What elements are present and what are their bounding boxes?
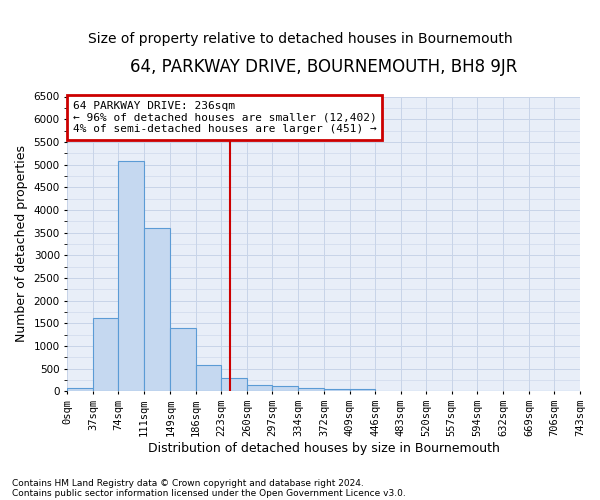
- Bar: [298, 388, 324, 392]
- Bar: [221, 378, 247, 392]
- Bar: [67, 388, 93, 392]
- Bar: [247, 385, 272, 392]
- X-axis label: Distribution of detached houses by size in Bournemouth: Distribution of detached houses by size …: [148, 442, 500, 455]
- Bar: [118, 161, 144, 392]
- Bar: [93, 318, 118, 392]
- Bar: [324, 389, 350, 392]
- Y-axis label: Number of detached properties: Number of detached properties: [15, 146, 28, 342]
- Bar: [196, 364, 221, 392]
- Title: 64, PARKWAY DRIVE, BOURNEMOUTH, BH8 9JR: 64, PARKWAY DRIVE, BOURNEMOUTH, BH8 9JR: [130, 58, 517, 76]
- Bar: [144, 228, 170, 392]
- Text: Contains HM Land Registry data © Crown copyright and database right 2024.: Contains HM Land Registry data © Crown c…: [12, 478, 364, 488]
- Text: Size of property relative to detached houses in Bournemouth: Size of property relative to detached ho…: [88, 32, 512, 46]
- Bar: [272, 386, 298, 392]
- Text: Contains public sector information licensed under the Open Government Licence v3: Contains public sector information licen…: [12, 488, 406, 498]
- Text: 64 PARKWAY DRIVE: 236sqm
← 96% of detached houses are smaller (12,402)
4% of sem: 64 PARKWAY DRIVE: 236sqm ← 96% of detach…: [73, 101, 376, 134]
- Bar: [350, 389, 375, 392]
- Bar: [170, 328, 196, 392]
